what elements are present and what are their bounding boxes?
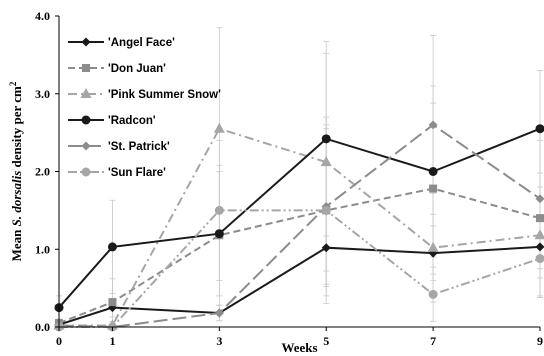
data-point-s5-p5 xyxy=(535,254,544,264)
legend-label-2: 'Pink Summer Snow' xyxy=(108,89,221,101)
x-tick-label-4: 7 xyxy=(430,334,436,348)
series-1 xyxy=(55,184,544,328)
legend-label-3: 'Radcon' xyxy=(108,115,156,127)
x-tick-label-0: 0 xyxy=(56,334,62,348)
series-line-1 xyxy=(58,187,541,325)
data-point-s4-p4 xyxy=(428,120,438,130)
y-axis-title-italic: S. dorsalis xyxy=(9,171,24,227)
data-point-s3-p4 xyxy=(428,167,438,176)
series-line-2 xyxy=(59,127,541,327)
y-axis-title-prefix: Mean xyxy=(9,226,24,261)
data-point-s0-p5 xyxy=(535,242,544,252)
data-point-s0-p3 xyxy=(321,243,331,253)
data-point-s3-p5 xyxy=(535,124,544,134)
legend-marker-0 xyxy=(81,37,91,47)
x-tick-label-2: 3 xyxy=(216,334,222,348)
data-point-s4-p5 xyxy=(535,194,544,204)
legend-label-5: 'Sun Flare' xyxy=(108,167,166,179)
data-point-s4-p2 xyxy=(214,308,224,318)
legend-marker-1 xyxy=(82,64,90,72)
y-tick-label-4: 4.0 xyxy=(35,9,50,23)
data-point-s2-p3 xyxy=(320,156,332,167)
legend-marker-5 xyxy=(81,167,91,177)
series-0 xyxy=(54,242,544,330)
legend-marker-4 xyxy=(81,141,91,151)
data-point-s3-p2 xyxy=(214,229,224,239)
series-3 xyxy=(54,124,544,313)
legend-label-0: 'Angel Face' xyxy=(108,37,175,49)
data-point-s1-p5 xyxy=(536,214,544,223)
legend-item-5: 'Sun Flare' xyxy=(68,167,166,179)
axes: 0.0 1.0 2.0 3.0 4.0 0 1 3 5 7 9 Weeks Mean S. dorsal… xyxy=(8,9,543,355)
series-2 xyxy=(53,122,544,330)
legend-item-1: 'Don Juan' xyxy=(68,63,166,75)
series-line-4 xyxy=(58,123,541,329)
data-point-s2-p4 xyxy=(427,241,439,252)
y-axis-title-superscript: 2 xyxy=(8,81,18,86)
legend-label-1: 'Don Juan' xyxy=(108,63,166,75)
data-point-s3-p1 xyxy=(107,242,117,252)
data-point-s2-p2 xyxy=(213,122,225,133)
series-5 xyxy=(54,205,544,332)
y-axis-title-suffix: density per cm xyxy=(9,86,24,171)
y-axis-title: Mean S. dorsalis density per cm2 xyxy=(8,81,24,261)
legend-item-0: 'Angel Face' xyxy=(68,37,175,49)
x-tick-label-5: 9 xyxy=(537,334,543,348)
legend: 'Angel Face' 'Don Juan' 'Pink Summer Snow'… xyxy=(68,37,221,179)
legend-label-4: 'St. Patrick' xyxy=(108,141,170,153)
data-point-s3-p3 xyxy=(321,134,331,144)
data-point-s5-p4 xyxy=(428,289,438,299)
legend-item-2: 'Pink Summer Snow' xyxy=(68,88,221,101)
series-line-0 xyxy=(58,245,541,326)
x-tick-label-3: 5 xyxy=(323,334,329,348)
legend-item-4: 'St. Patrick' xyxy=(68,141,170,153)
x-axis-title: Weeks xyxy=(281,340,317,355)
y-tick-label-2: 2.0 xyxy=(35,165,50,179)
series-line-3 xyxy=(58,127,541,309)
y-tick-label-1: 1.0 xyxy=(35,242,50,256)
legend-marker-3 xyxy=(81,115,91,125)
y-tick-label-0: 0.0 xyxy=(35,320,50,334)
y-tick-label-3: 3.0 xyxy=(35,87,50,101)
data-point-s5-p2 xyxy=(214,205,224,215)
x-tick-label-1: 1 xyxy=(109,334,115,348)
legend-item-3: 'Radcon' xyxy=(68,115,156,127)
data-point-s5-p3 xyxy=(321,205,331,215)
data-point-s1-p1 xyxy=(108,298,117,307)
data-point-s2-p5 xyxy=(534,229,544,240)
legend-marker-2 xyxy=(80,88,92,98)
data-point-s1-p4 xyxy=(429,184,438,193)
